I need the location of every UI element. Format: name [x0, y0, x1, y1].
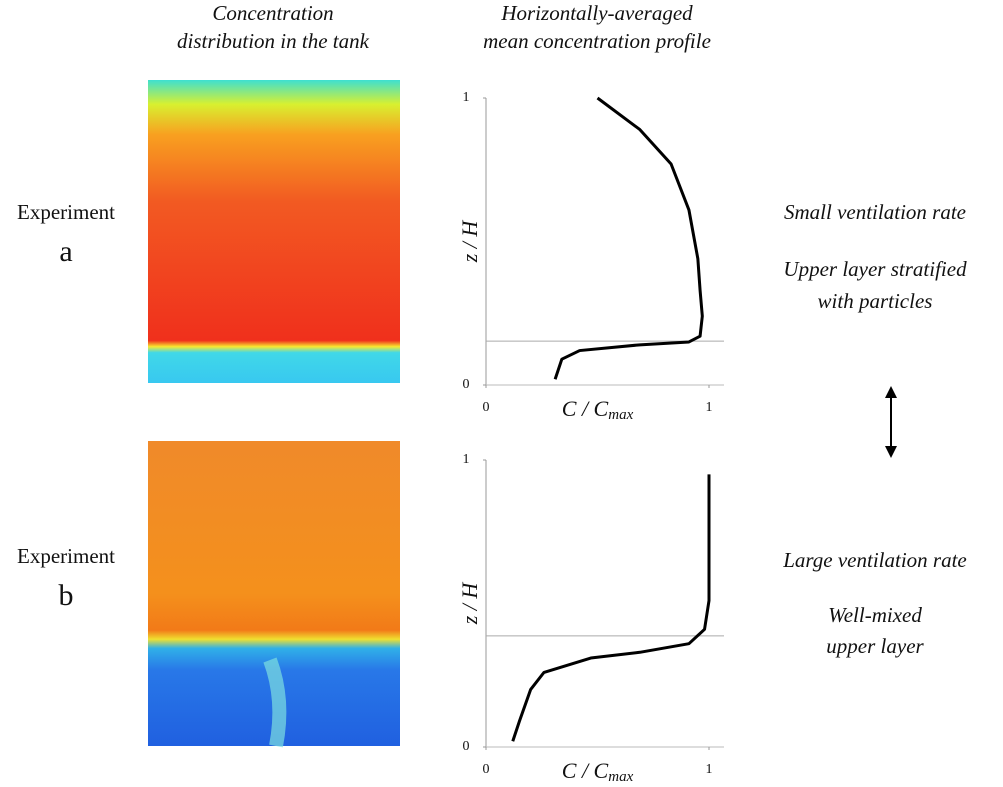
x-axis-label: C / Cmax	[562, 396, 634, 423]
column-header: Horizontally-averaged	[500, 1, 693, 25]
double-arrow	[885, 386, 897, 458]
experiment-label: Experiment	[17, 200, 115, 224]
note: Large ventilation rate	[782, 548, 967, 572]
x-axis-label-sub: max	[608, 769, 633, 785]
column-header: Concentration	[212, 1, 333, 25]
y-tick-label: 1	[463, 452, 470, 467]
tank-image-a	[148, 80, 400, 383]
x-tick-label: 0	[483, 400, 490, 415]
experiment-label: Experiment	[17, 544, 115, 568]
y-tick-label: 1	[463, 90, 470, 105]
y-tick-label: 0	[463, 739, 470, 754]
x-tick-label: 1	[706, 762, 713, 777]
x-tick-label: 1	[706, 400, 713, 415]
x-tick-label: 0	[483, 762, 490, 777]
x-axis-label: C / Cmax	[562, 758, 634, 785]
note: upper layer	[826, 634, 924, 658]
y-axis-label: z / H	[457, 582, 482, 626]
plume	[263, 657, 287, 748]
experiment-letter: b	[59, 579, 74, 612]
note: Small ventilation rate	[784, 200, 966, 224]
x-axis-label-main: C / C	[562, 758, 609, 783]
experiment-letter: a	[59, 235, 72, 268]
y-axis-label: z / H	[457, 220, 482, 264]
x-axis-label-main: C / C	[562, 396, 609, 421]
profile-line	[553, 96, 704, 380]
x-axis-label-sub: max	[608, 407, 633, 423]
note: Well-mixed	[828, 603, 922, 627]
profile-line	[511, 474, 711, 742]
note: with particles	[818, 289, 933, 313]
column-header: mean concentration profile	[483, 29, 711, 53]
y-tick-label: 0	[463, 377, 470, 392]
column-header: distribution in the tank	[177, 29, 370, 53]
note: Upper layer stratified	[783, 257, 967, 281]
